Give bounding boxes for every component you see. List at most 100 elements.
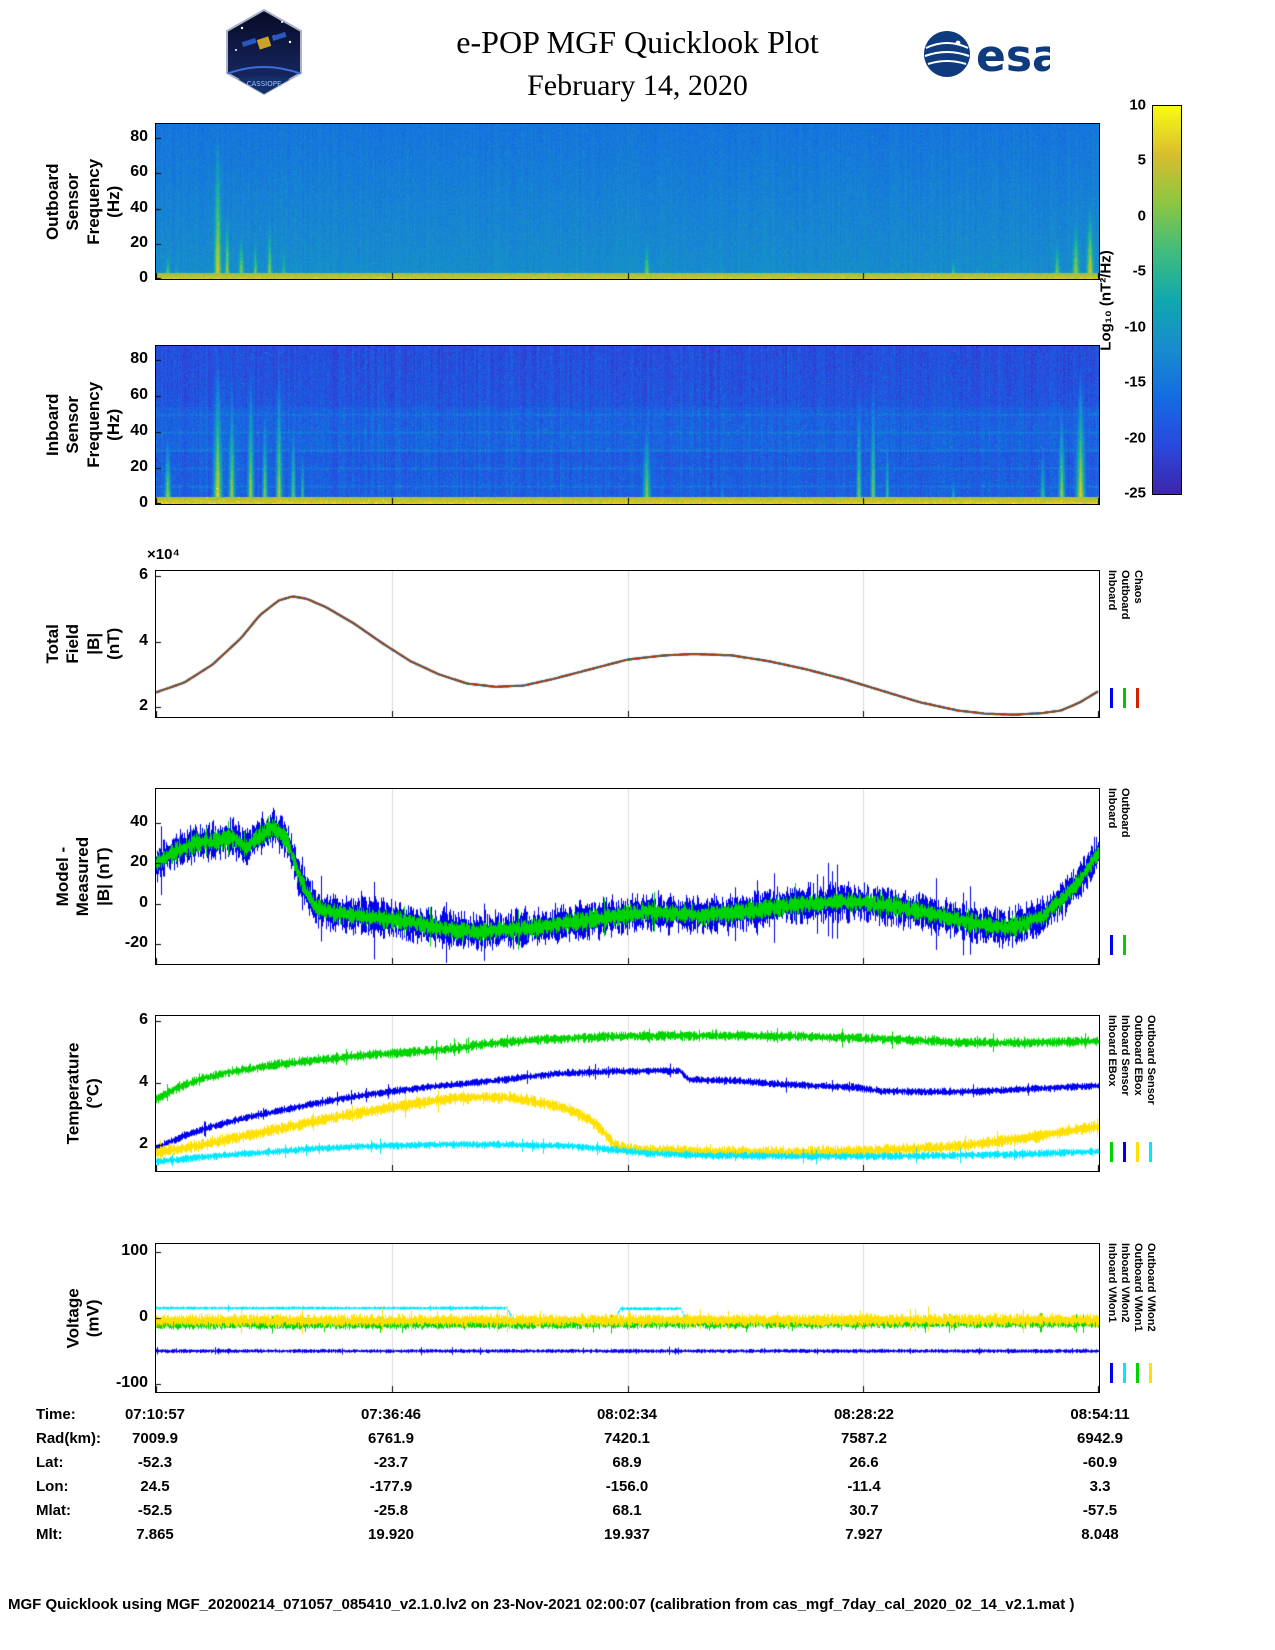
y-axis-label-voltage: Voltage (mV) <box>63 1243 105 1393</box>
ephemeris-value: 7.927 <box>845 1526 883 1543</box>
inboard-spectrogram-plot <box>155 345 1100 505</box>
y-tick-label: 20 <box>130 458 148 476</box>
y-tick-label: 2 <box>139 1134 148 1152</box>
y-axis-label-inboard-spec: Inboard Sensor Frequency (Hz) <box>43 345 123 505</box>
ephemeris-value: 7.865 <box>136 1526 174 1543</box>
legend-color-mark <box>1123 1363 1126 1383</box>
legend-color-mark <box>1136 1363 1139 1383</box>
voltage-canvas <box>156 1244 1099 1392</box>
ephemeris-row-label: Rad(km): <box>36 1430 102 1447</box>
y-tick-label: 0 <box>139 1308 148 1325</box>
y-axis-label-text: Outboard Sensor Frequency (Hz) <box>43 158 124 245</box>
panel-legend: Inboard VMon1 Inboard VMon2 Outboard VMon1… <box>1105 1243 1157 1393</box>
legend-entry: Outboard <box>1118 788 1131 965</box>
legend-color-mark <box>1123 935 1126 955</box>
model-measured-plot <box>155 788 1100 965</box>
legend-label: Outboard <box>1119 570 1131 620</box>
y-tick-label: 40 <box>130 422 148 440</box>
legend-label: Outboard VMon1 <box>1132 1243 1144 1332</box>
colorbar-gradient <box>1152 105 1182 495</box>
legend-entry: Outboard EBox <box>1131 1015 1144 1172</box>
y-axis-label-text: Model - Measured |B| (nT) <box>53 836 114 917</box>
y-tick-label: 20 <box>130 233 148 251</box>
legend-color-mark <box>1149 1363 1152 1383</box>
y-tick-label: 40 <box>130 813 148 831</box>
outboard-spectrogram-plot <box>155 123 1100 280</box>
ephemeris-table: Time: 07:10:57 07:36:46 08:02:34 08:28:22 08:… <box>0 1406 1275 1556</box>
ephemeris-value: 30.7 <box>849 1502 879 1519</box>
ephemeris-value: 24.5 <box>140 1478 170 1495</box>
y-tick-label: 60 <box>130 386 148 404</box>
panel-legend: Inboard EBox Inboard Sensor Outboard EBox O… <box>1105 1015 1157 1172</box>
cassiope-patch-text: CASSIOPE <box>247 80 282 88</box>
ephemeris-value: 08:54:11 <box>1070 1406 1130 1423</box>
y-tick-label: 4 <box>139 631 148 649</box>
panel-model-measured: Model - Measured |B| (nT) Inboard Outboar… <box>53 788 1131 965</box>
ephemeris-value: 68.1 <box>612 1502 642 1519</box>
legend-label: Inboard VMon2 <box>1119 1243 1131 1323</box>
legend-entry: Inboard Sensor <box>1118 1015 1131 1172</box>
y-tick-label: 80 <box>130 350 148 368</box>
y-tick-label: 6 <box>139 1010 148 1028</box>
legend-color-mark <box>1136 1142 1139 1162</box>
legend-label: Outboard Sensor <box>1145 1015 1157 1105</box>
legend-label: Inboard EBox <box>1106 1015 1118 1087</box>
colorbar-axis-label-text: Log₁₀ (nT²/Hz) <box>1097 249 1115 351</box>
legend-color-mark <box>1123 1142 1126 1162</box>
y-axis-label-text: Temperature (°C) <box>63 1042 103 1145</box>
legend-label: Outboard <box>1119 788 1131 838</box>
y-tick-label: 40 <box>130 198 148 216</box>
page-title: e-POP MGF Quicklook Plot <box>456 24 819 60</box>
ephemeris-value: 19.920 <box>368 1526 414 1543</box>
esa-logo-text: esa <box>976 31 1050 82</box>
legend-color-mark <box>1123 688 1126 708</box>
legend-label: Outboard EBox <box>1132 1015 1144 1096</box>
ephemeris-value: 26.6 <box>849 1454 879 1471</box>
legend-label: Inboard Sensor <box>1119 1015 1131 1096</box>
y-tick-label: 2 <box>139 697 148 715</box>
ephemeris-value: -52.5 <box>137 1502 173 1519</box>
ephemeris-value: 7420.1 <box>604 1430 650 1447</box>
y-tick-label: 4 <box>139 1072 148 1090</box>
y-tick-label: -20 <box>124 933 148 951</box>
ephemeris-value: -156.0 <box>605 1478 649 1495</box>
colorbar-canvas <box>1153 106 1181 494</box>
legend-label: Inboard <box>1106 570 1118 611</box>
outboard-spectrogram-canvas <box>156 124 1099 279</box>
cassiope-patch-graphic: CASSIOPE <box>226 8 302 96</box>
legend-entry: Inboard <box>1105 570 1118 718</box>
ephemeris-value: -177.9 <box>369 1478 413 1495</box>
ephemeris-value: 7587.2 <box>841 1430 887 1447</box>
legend-entry: Outboard Sensor <box>1144 1015 1157 1172</box>
ephemeris-value: -57.5 <box>1082 1502 1118 1519</box>
ephemeris-value: -60.9 <box>1082 1454 1118 1471</box>
legend-entry: Inboard <box>1105 788 1118 965</box>
y-tick-label: 100 <box>121 1241 148 1259</box>
ephemeris-value: 6942.9 <box>1077 1430 1123 1447</box>
legend-label: Inboard VMon1 <box>1106 1243 1118 1323</box>
y-axis-label-text: Total Field |B| (nT) <box>43 624 124 664</box>
y-axis-label-text: Voltage (mV) <box>63 1287 104 1349</box>
inboard-spectrogram-canvas <box>156 346 1099 504</box>
y-axis-label-model-measured: Model - Measured |B| (nT) <box>53 788 113 965</box>
y-axis-label-temperature: Temperature (°C) <box>63 1015 105 1172</box>
legend-entry: Outboard VMon1 <box>1131 1243 1144 1393</box>
ephemeris-value: -23.7 <box>373 1454 409 1471</box>
panel-outboard-spec: Outboard Sensor Frequency (Hz) 0 20 40 60 80 <box>43 123 1100 286</box>
legend-entry: Inboard EBox <box>1105 1015 1118 1172</box>
y-axis-label-total-field: Total Field |B| (nT) <box>43 570 123 718</box>
y-tick-label: 0 <box>139 893 148 911</box>
y-tick-label: 80 <box>130 128 148 146</box>
y-axis-exponent-label: ×10⁴ <box>147 546 180 563</box>
legend-entry: Outboard <box>1118 570 1131 718</box>
voltage-plot <box>155 1243 1100 1393</box>
footer-note: MGF Quicklook using MGF_20200214_071057_… <box>8 1596 1075 1613</box>
ephemeris-row-label: Mlt: <box>36 1526 63 1543</box>
title-block: e-POP MGF Quicklook Plot February 14, 20… <box>0 24 1275 103</box>
ephemeris-value: 07:10:57 <box>124 1406 186 1423</box>
ephemeris-value: 07:36:46 <box>360 1406 422 1423</box>
colorbar-tick-label: -5 <box>1132 262 1146 280</box>
ephemeris-value: 8.048 <box>1081 1526 1119 1543</box>
legend-color-mark <box>1110 1363 1113 1383</box>
cassiope-mission-logo: CASSIOPE <box>222 8 306 96</box>
